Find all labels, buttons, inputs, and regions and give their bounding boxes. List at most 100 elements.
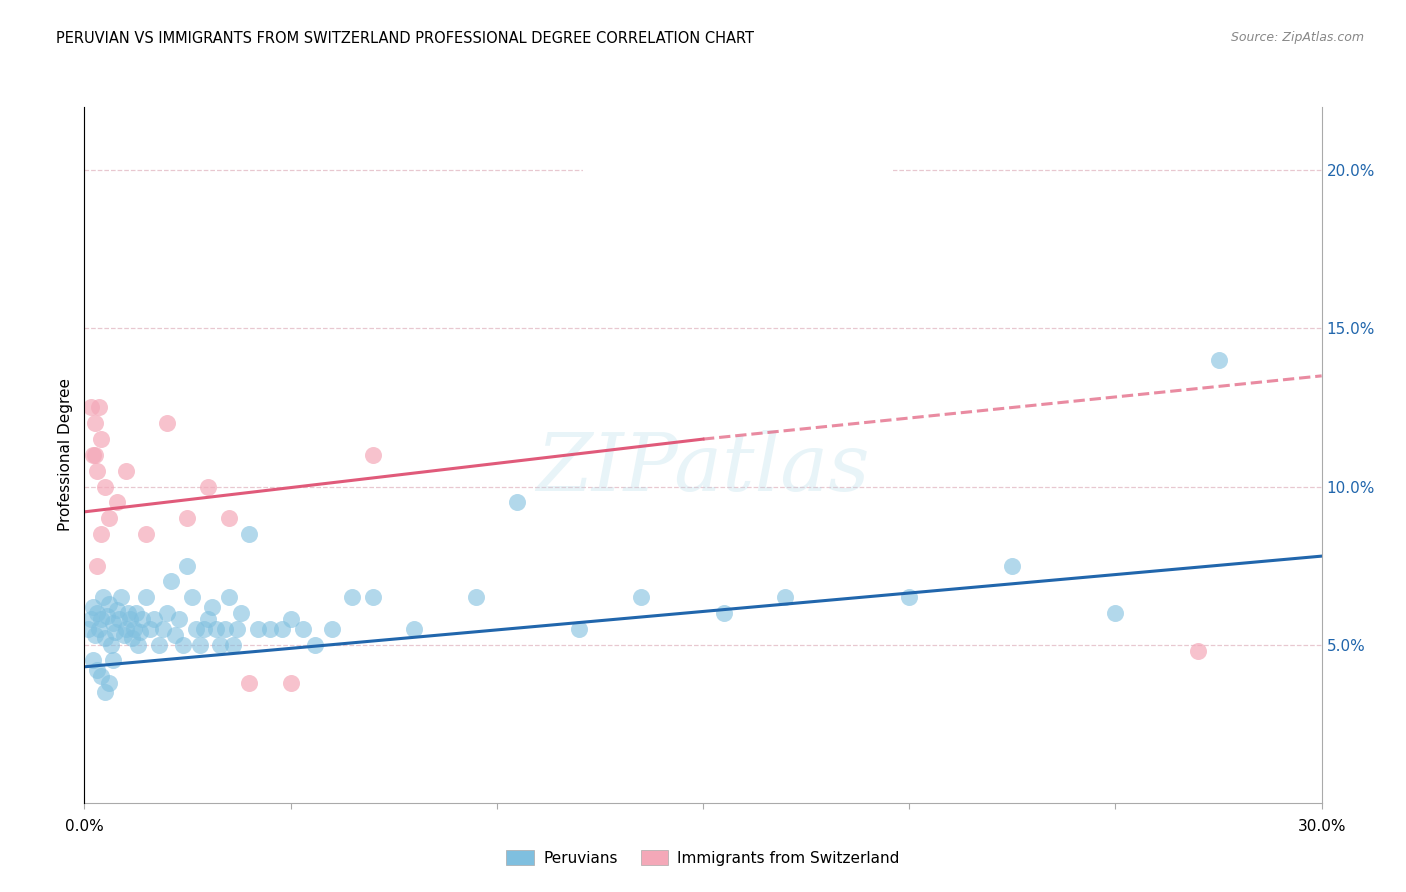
Point — [127, 638, 149, 652]
Point — [103, 615, 125, 630]
Text: R =: R = — [636, 121, 669, 136]
Point — [280, 612, 302, 626]
Text: N =: N = — [759, 171, 793, 186]
Point — [222, 638, 245, 652]
Point — [238, 675, 260, 690]
Point — [83, 628, 105, 642]
Point — [160, 574, 183, 589]
Point — [238, 527, 260, 541]
Point — [82, 653, 104, 667]
Point — [201, 599, 224, 614]
Point — [122, 622, 145, 636]
Point — [156, 417, 179, 431]
Point — [90, 432, 112, 446]
Point — [82, 599, 104, 614]
Point — [83, 448, 105, 462]
Point — [83, 417, 105, 431]
Point — [218, 591, 240, 605]
Point — [104, 625, 127, 640]
Point — [1208, 353, 1230, 368]
Point — [77, 622, 100, 636]
Point — [404, 622, 426, 636]
Text: 0.142: 0.142 — [675, 121, 723, 136]
Point — [117, 606, 139, 620]
Point — [321, 622, 343, 636]
Point — [100, 638, 122, 652]
Point — [86, 606, 108, 620]
Point — [898, 591, 921, 605]
Point — [87, 401, 110, 415]
Point — [105, 603, 128, 617]
Point — [184, 622, 207, 636]
Text: 77: 77 — [797, 121, 818, 136]
Point — [79, 401, 101, 415]
Point — [342, 591, 364, 605]
Point — [135, 591, 157, 605]
Point — [86, 464, 108, 478]
Point — [156, 606, 179, 620]
Point — [176, 558, 198, 573]
Point — [167, 612, 190, 626]
Point — [630, 591, 652, 605]
Point — [226, 622, 249, 636]
Point — [135, 527, 157, 541]
Text: PERUVIAN VS IMMIGRANTS FROM SWITZERLAND PROFESSIONAL DEGREE CORRELATION CHART: PERUVIAN VS IMMIGRANTS FROM SWITZERLAND … — [56, 31, 754, 46]
Point — [90, 669, 112, 683]
Point — [103, 653, 125, 667]
Text: R =: R = — [636, 171, 669, 186]
Point — [361, 448, 384, 462]
Point — [271, 622, 294, 636]
Point — [209, 638, 232, 652]
Point — [180, 591, 202, 605]
Point — [506, 495, 529, 509]
Text: Source: ZipAtlas.com: Source: ZipAtlas.com — [1230, 31, 1364, 45]
Point — [94, 479, 117, 493]
Point — [713, 606, 735, 620]
FancyBboxPatch shape — [581, 102, 896, 206]
Point — [112, 628, 135, 642]
Text: 0.0%: 0.0% — [65, 819, 104, 834]
Point — [465, 591, 488, 605]
Point — [118, 612, 141, 626]
Point — [125, 606, 148, 620]
Point — [86, 663, 108, 677]
Legend: Peruvians, Immigrants from Switzerland: Peruvians, Immigrants from Switzerland — [501, 844, 905, 871]
Text: N =: N = — [759, 121, 793, 136]
Y-axis label: Professional Degree: Professional Degree — [58, 378, 73, 532]
Point — [246, 622, 269, 636]
Point — [214, 622, 236, 636]
Text: 0.144: 0.144 — [675, 171, 723, 186]
Point — [90, 527, 112, 541]
Point — [176, 511, 198, 525]
Point — [148, 638, 170, 652]
Point — [165, 628, 187, 642]
Text: 22: 22 — [797, 171, 818, 186]
Point — [98, 511, 121, 525]
Point — [291, 622, 314, 636]
Point — [94, 685, 117, 699]
Point — [87, 622, 110, 636]
Point — [121, 632, 143, 646]
Point — [1001, 558, 1024, 573]
Point — [280, 675, 302, 690]
Point — [131, 612, 153, 626]
Point — [188, 638, 211, 652]
Text: 30.0%: 30.0% — [1298, 819, 1346, 834]
Text: ZIPatlas: ZIPatlas — [536, 430, 870, 508]
Point — [114, 622, 136, 636]
Point — [304, 638, 326, 652]
Point — [193, 622, 215, 636]
Point — [98, 675, 121, 690]
Point — [98, 597, 121, 611]
FancyBboxPatch shape — [593, 161, 627, 196]
Point — [96, 609, 118, 624]
Point — [1187, 644, 1209, 658]
Point — [197, 612, 219, 626]
Point — [775, 591, 797, 605]
Point — [105, 495, 128, 509]
Point — [143, 612, 166, 626]
Point — [361, 591, 384, 605]
Point — [152, 622, 174, 636]
Point — [197, 479, 219, 493]
Point — [110, 591, 132, 605]
